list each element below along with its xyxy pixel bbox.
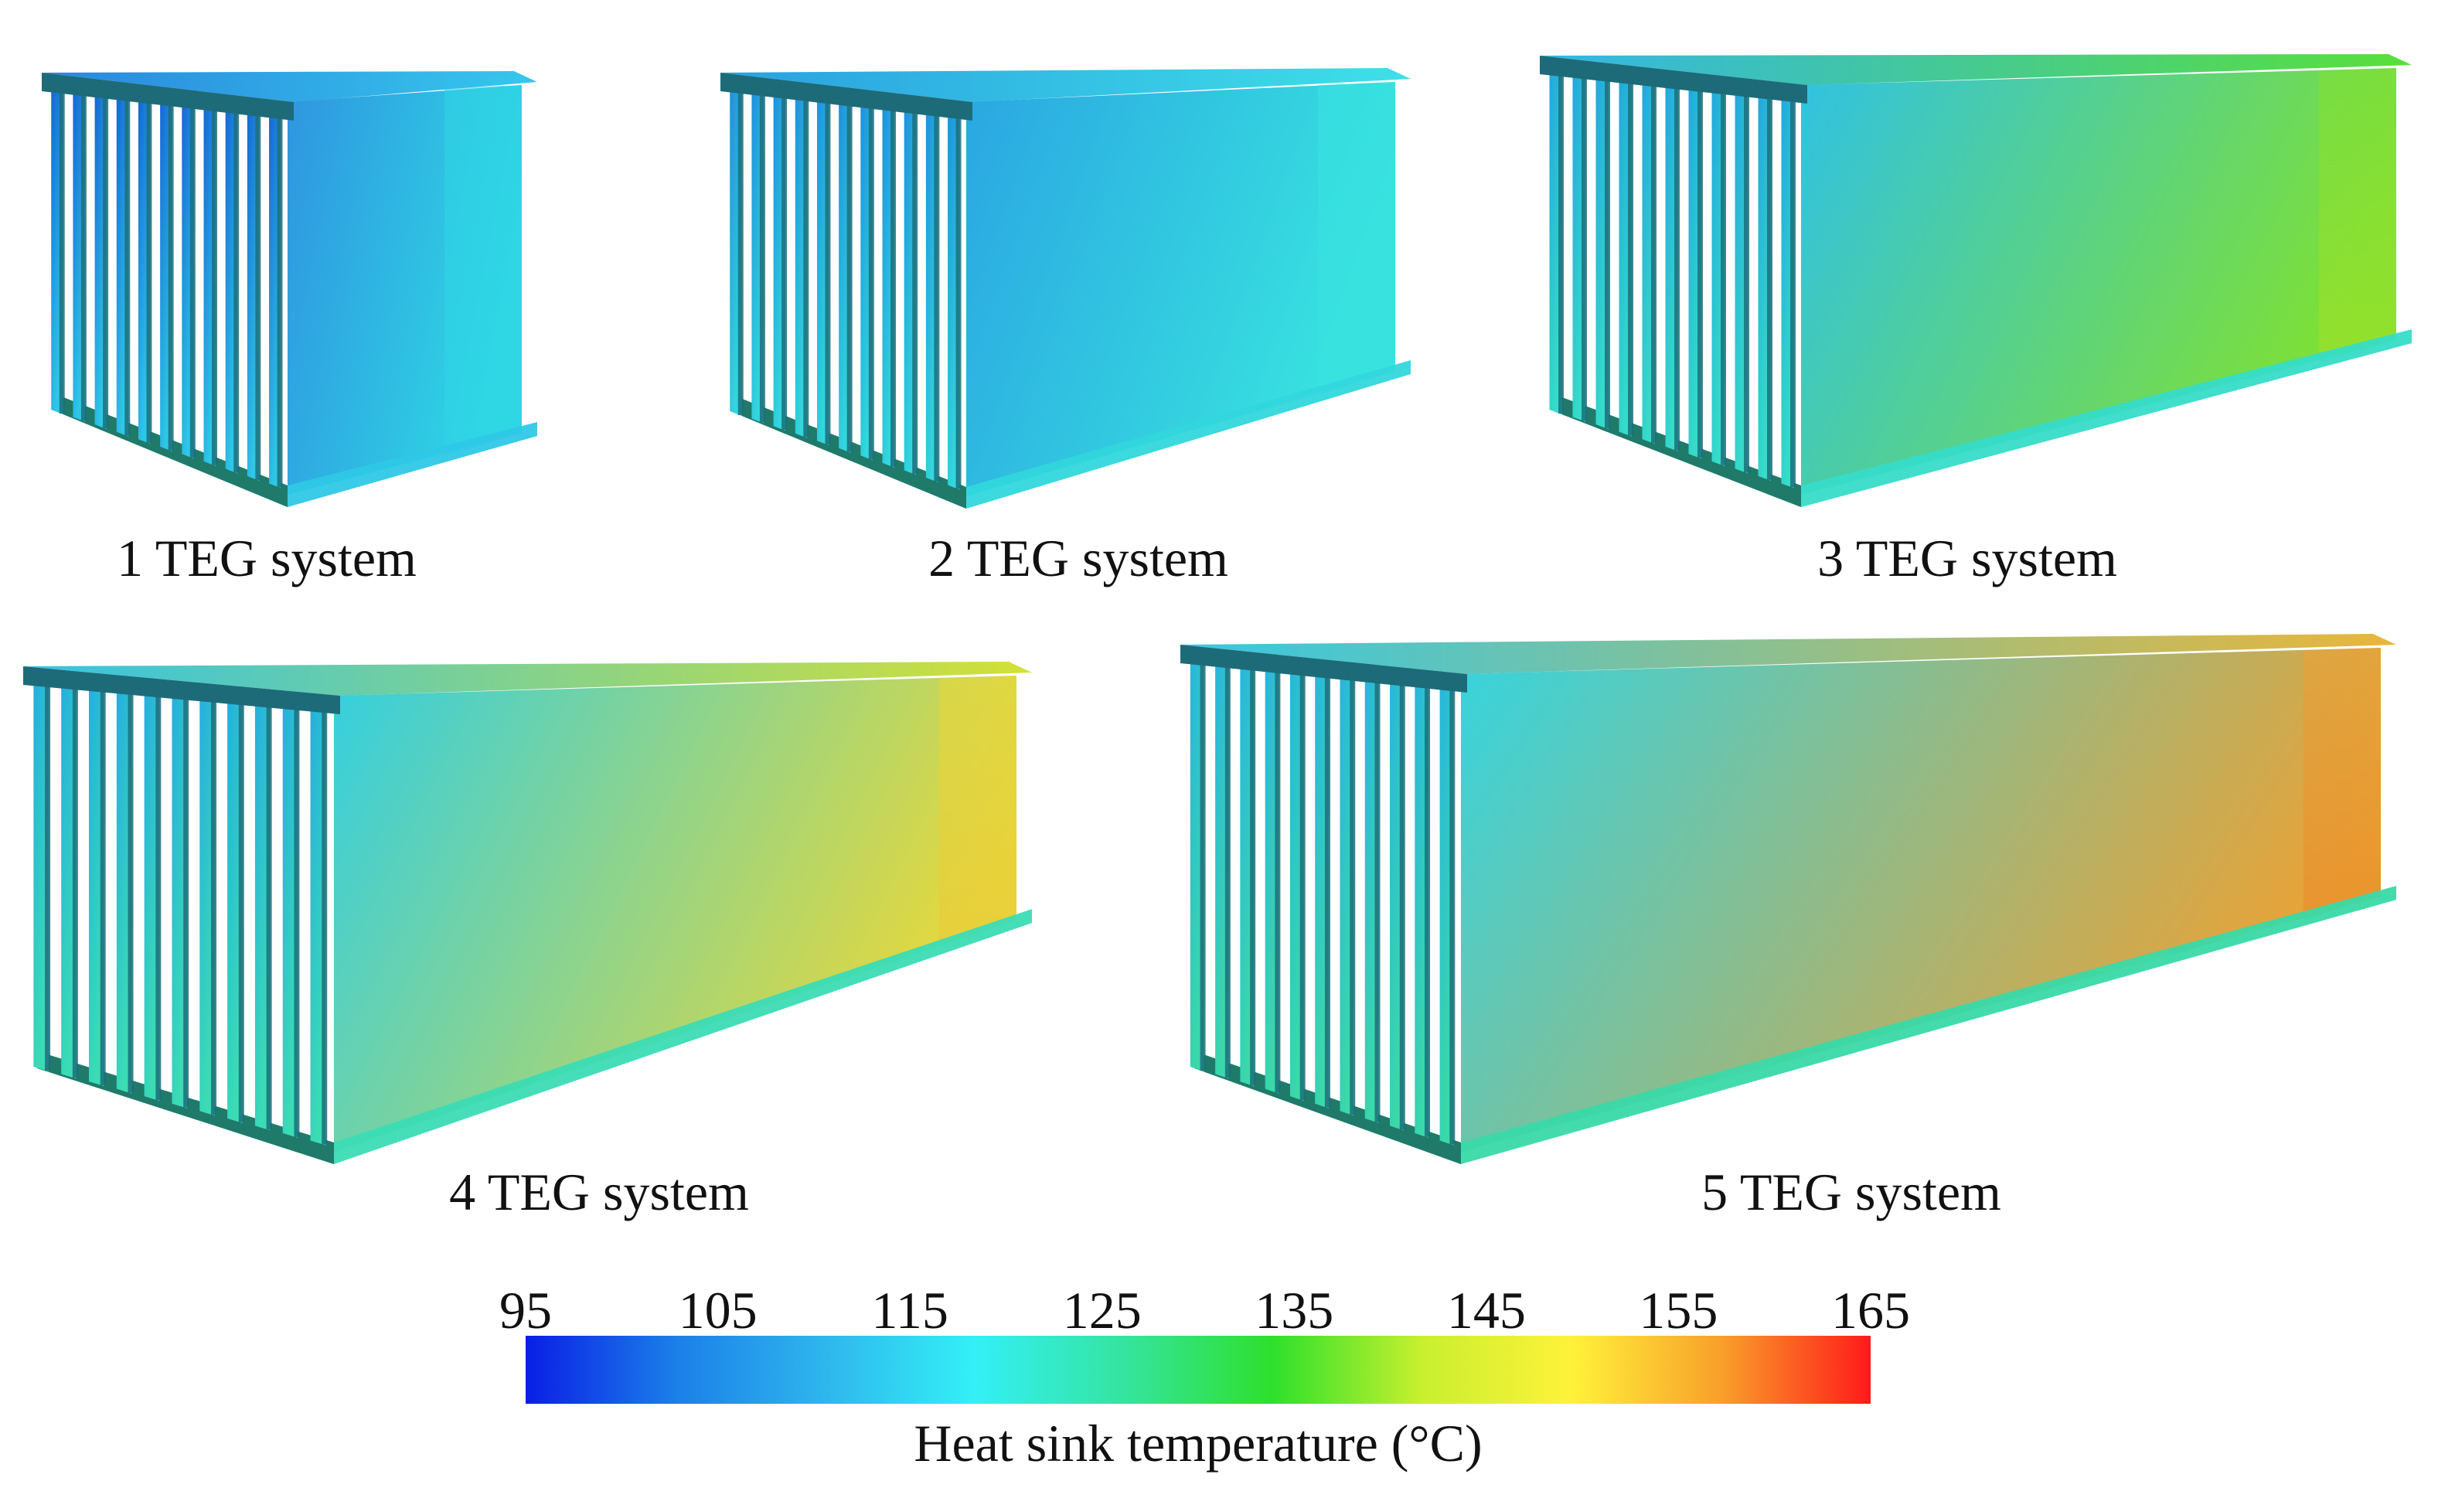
label-3-teg-system: 3 TEG system [1817, 529, 2117, 587]
top-plate [42, 71, 537, 102]
side-face [1461, 648, 2381, 1152]
fin-edge [80, 90, 87, 421]
fin-edge [1767, 90, 1772, 480]
side-face-hot-end [1318, 82, 1395, 394]
fin-edge [277, 109, 283, 488]
side-face [1801, 68, 2396, 495]
fin-edge [890, 103, 896, 467]
colorbar: 95 105 115 125 135 145 155 165 Heat sink temper… [499, 1281, 1910, 1473]
fin-edge [825, 96, 831, 445]
fin-edge [1200, 660, 1206, 1071]
heat-sink-2-teg [720, 68, 1411, 509]
label-4-teg-system: 4 TEG system [449, 1163, 749, 1221]
heat-sink-5-teg [1180, 634, 2396, 1164]
fin-edge [803, 94, 809, 438]
fin-edge [59, 88, 65, 414]
fin-edge [1374, 675, 1381, 1122]
fin-edge [155, 690, 162, 1101]
fin-edge [781, 92, 788, 431]
fin-edge [737, 88, 744, 415]
fin-edge [1299, 668, 1306, 1101]
fin-edge [1628, 77, 1633, 436]
top-plate [1540, 54, 2412, 85]
colorbar-ticks: 95 105 115 125 135 145 155 165 [499, 1281, 1910, 1340]
fin-edge [72, 683, 78, 1078]
top-front-bar [23, 666, 340, 714]
side-face-hot-end [2319, 68, 2396, 363]
colorbar-tick-label: 135 [1255, 1281, 1333, 1340]
fin-edge [1449, 681, 1456, 1145]
colorbar-gradient [526, 1336, 1871, 1404]
top-plate [23, 662, 1032, 696]
fin-edge [1350, 673, 1356, 1115]
colorbar-tick-label: 165 [1831, 1281, 1910, 1340]
colorbar-tick-label: 155 [1639, 1281, 1718, 1340]
heat-sink-4-teg [23, 662, 1032, 1164]
fin-edge [146, 96, 152, 444]
fin-edge [1582, 73, 1587, 421]
fin-edge [1224, 662, 1231, 1078]
colorbar-title: Heat sink temperature (°C) [914, 1414, 1482, 1473]
fin-edge [189, 100, 196, 458]
fin-edge [1651, 79, 1657, 444]
fin-edge [1399, 676, 1405, 1130]
fin-edge [1744, 87, 1749, 473]
top-front-bar [1180, 645, 1467, 693]
fin-edge [934, 107, 940, 482]
fin-edge [210, 694, 216, 1115]
heat-sink-1-teg [42, 71, 537, 507]
fin-edge [266, 698, 272, 1130]
top-front-bar [1540, 56, 1807, 104]
fin-edge [1697, 83, 1703, 458]
side-face-hot-end [939, 676, 1016, 943]
fin-edge [212, 103, 217, 465]
fin-edge [1275, 666, 1281, 1093]
side-face-hot-end [444, 85, 522, 456]
fin-edge [183, 692, 189, 1108]
top-plate [1180, 634, 2396, 674]
heat-sink-3-teg [1540, 54, 2412, 507]
fin-edge [322, 703, 328, 1145]
fin-edge [294, 700, 300, 1137]
side-face [334, 676, 1016, 1152]
top-front-bar [720, 73, 972, 121]
fin-edge [103, 92, 109, 429]
fin-edge [846, 98, 853, 452]
fin-edge [868, 100, 874, 460]
fin-edge [1425, 679, 1431, 1137]
colorbar-tick-label: 145 [1447, 1281, 1526, 1340]
fin-edge [955, 109, 962, 489]
fin-edge [1558, 71, 1564, 414]
fin-edge [1721, 86, 1726, 465]
top-front-bar [42, 73, 294, 121]
label-1-teg-system: 1 TEG system [117, 529, 417, 587]
colorbar-tick-label: 115 [871, 1281, 948, 1340]
fin-edge [168, 98, 174, 451]
fin-edge [1324, 670, 1330, 1108]
colorbar-tick-label: 105 [679, 1281, 758, 1340]
colorbar-tick-label: 125 [1063, 1281, 1142, 1340]
fin-edge [124, 94, 131, 436]
fin-edge [233, 104, 240, 473]
side-face-hot-end [2304, 648, 2381, 920]
fin-edge [1250, 664, 1256, 1086]
fin-edge [238, 696, 244, 1122]
fin-edge [45, 682, 51, 1071]
label-5-teg-system: 5 TEG system [1701, 1163, 2001, 1221]
fin-edge [912, 104, 918, 475]
fin-edge [1605, 75, 1610, 429]
fin-edge [255, 107, 261, 480]
side-face [966, 82, 1395, 496]
colorbar-tick-label: 95 [499, 1281, 552, 1340]
label-2-teg-system: 2 TEG system [928, 529, 1228, 587]
fin-edge [100, 686, 106, 1086]
top-plate [720, 68, 1411, 102]
fin-edge [759, 90, 765, 423]
fin-edge [1790, 92, 1796, 488]
fin-edge [128, 688, 134, 1093]
fin-edge [1674, 81, 1680, 451]
